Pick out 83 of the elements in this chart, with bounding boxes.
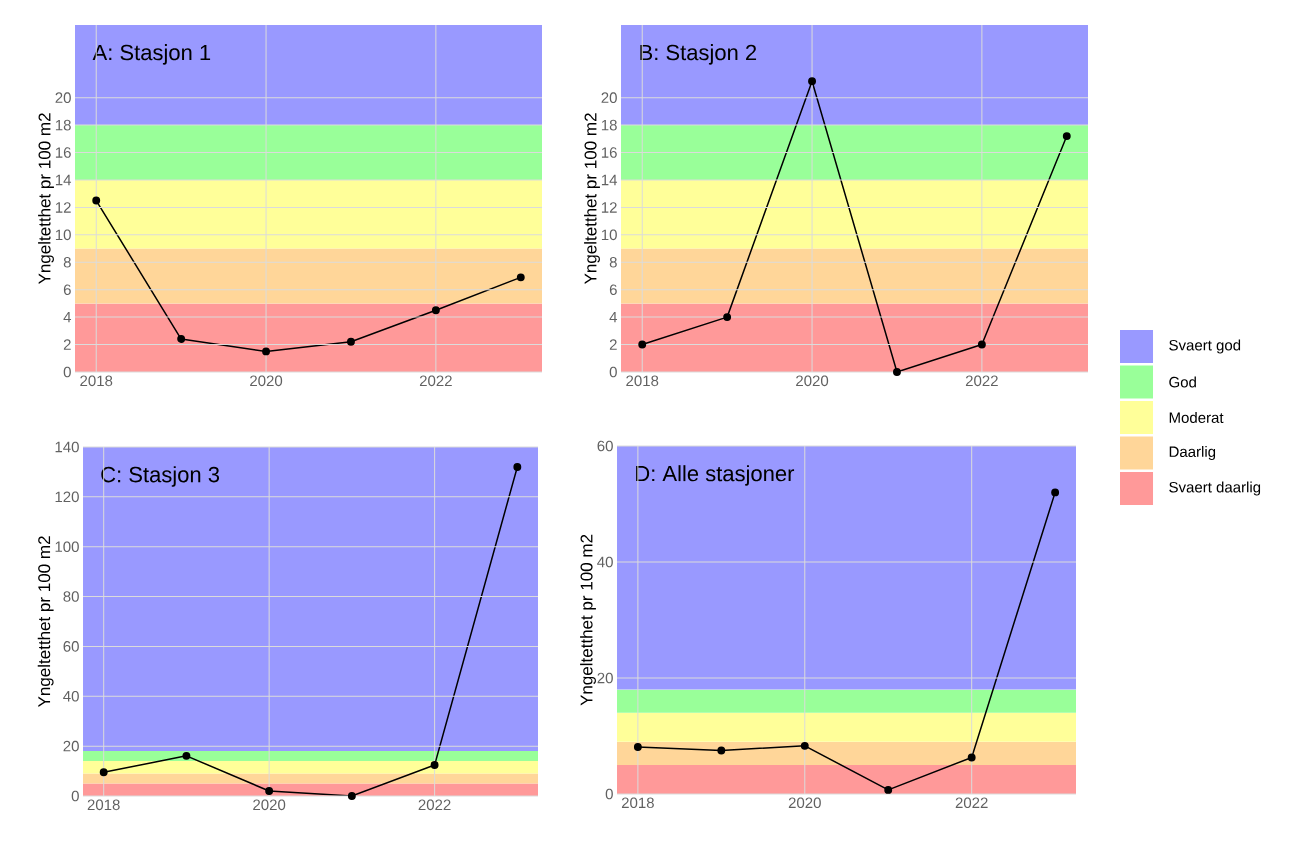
point bbox=[513, 462, 522, 471]
y-axis-title: Yngeltetthet pr 100 m2 bbox=[584, 113, 600, 285]
x-tick-label: 2020 bbox=[796, 375, 829, 387]
point bbox=[262, 347, 270, 356]
y-tick-label: 100 bbox=[55, 541, 79, 552]
y-tick-label: 2 bbox=[63, 339, 71, 350]
point bbox=[430, 761, 439, 770]
y-tick-label: 8 bbox=[63, 256, 71, 268]
point bbox=[516, 273, 525, 282]
point bbox=[977, 340, 986, 349]
point bbox=[265, 787, 274, 795]
y-tick-label: 12 bbox=[55, 202, 71, 213]
x-tick-label: 2018 bbox=[80, 375, 113, 387]
y-tick-label: 20 bbox=[63, 740, 79, 752]
x-tick-label: 2022 bbox=[418, 799, 451, 811]
y-axis-title: Yngeltetthet pr 100 m2 bbox=[37, 536, 54, 708]
y-tick-label: 2 bbox=[609, 339, 617, 350]
y-axis-title: Yngeltetthet pr 100 m2 bbox=[580, 534, 596, 706]
x-tick-label: 2020 bbox=[250, 375, 283, 387]
y-tick-label: 14 bbox=[55, 174, 72, 186]
x-tick-label: 2018 bbox=[621, 797, 654, 809]
y-tick-label: 12 bbox=[601, 202, 617, 213]
y-tick-label: 4 bbox=[609, 311, 618, 323]
text: A: Stasjon 1 bbox=[92, 44, 211, 65]
y-tick-label: 60 bbox=[63, 641, 79, 652]
y-tick-label: 20 bbox=[597, 672, 613, 684]
point bbox=[99, 768, 108, 777]
y-tick-label: 6 bbox=[609, 284, 617, 295]
y-tick-label: 4 bbox=[63, 311, 72, 323]
y-tick-label: 60 bbox=[597, 440, 613, 452]
x-tick-label: 2022 bbox=[419, 375, 452, 387]
y-tick-label: 0 bbox=[605, 788, 613, 800]
point bbox=[717, 746, 726, 755]
point bbox=[431, 306, 440, 315]
y-tick-label: 80 bbox=[63, 591, 79, 602]
y-tick-label: 18 bbox=[601, 119, 617, 131]
point bbox=[347, 337, 355, 346]
x-tick-label: 2022 bbox=[965, 375, 998, 387]
point bbox=[638, 340, 647, 349]
legend-label: God bbox=[1169, 376, 1196, 388]
y-tick-label: 16 bbox=[601, 147, 617, 158]
x-tick-label: 2020 bbox=[253, 799, 286, 811]
point bbox=[808, 77, 816, 86]
point bbox=[1051, 488, 1060, 497]
text: B: Stasjon 2 bbox=[640, 44, 757, 65]
point bbox=[182, 751, 191, 760]
point bbox=[633, 743, 642, 751]
text: D: Alle stasjoner bbox=[636, 465, 795, 486]
y-tick-label: 10 bbox=[55, 229, 71, 241]
y-tick-label: 0 bbox=[71, 790, 79, 802]
point bbox=[1062, 132, 1071, 141]
y-tick-label: 20 bbox=[55, 92, 71, 103]
y-tick-label: 0 bbox=[63, 366, 71, 378]
y-tick-label: 120 bbox=[55, 491, 79, 503]
point bbox=[92, 196, 101, 205]
y-tick-label: 8 bbox=[609, 256, 617, 268]
y-tick-label: 10 bbox=[601, 229, 617, 241]
y-tick-label: 6 bbox=[63, 284, 71, 295]
y-tick-label: 0 bbox=[609, 366, 617, 378]
y-tick-label: 40 bbox=[597, 556, 613, 568]
x-tick-label: 2018 bbox=[626, 375, 659, 387]
legend-label: Svaert daarlig bbox=[1169, 481, 1261, 496]
legend-label: Moderat bbox=[1169, 411, 1224, 423]
y-tick-label: 18 bbox=[55, 119, 71, 131]
x-tick-label: 2020 bbox=[788, 797, 821, 809]
y-axis-title: Yngeltetthet pr 100 m2 bbox=[38, 113, 54, 285]
x-tick-label: 2018 bbox=[87, 799, 120, 811]
y-tick-label: 140 bbox=[55, 441, 79, 453]
y-tick-label: 14 bbox=[601, 174, 618, 186]
point bbox=[893, 368, 901, 376]
y-tick-label: 40 bbox=[63, 690, 79, 702]
point bbox=[723, 313, 732, 322]
text: C: Stasjon 3 bbox=[101, 466, 220, 487]
point bbox=[800, 741, 809, 750]
point bbox=[177, 335, 186, 344]
legend-label: Daarlig bbox=[1169, 445, 1216, 460]
legend-label: Svaert god bbox=[1169, 339, 1241, 354]
y-tick-label: 16 bbox=[55, 147, 71, 158]
point bbox=[967, 753, 976, 762]
point bbox=[347, 792, 356, 800]
x-tick-label: 2022 bbox=[955, 797, 988, 809]
y-tick-label: 20 bbox=[601, 92, 617, 103]
point bbox=[884, 785, 893, 794]
